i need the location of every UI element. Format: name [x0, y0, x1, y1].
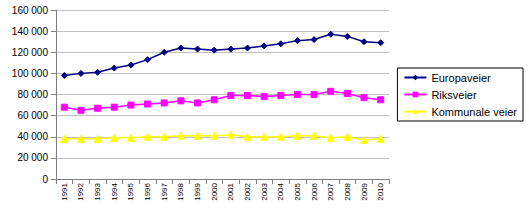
- svg-text:1994: 1994: [110, 182, 119, 200]
- svg-text:2009: 2009: [360, 182, 369, 200]
- svg-text:Riksveier: Riksveier: [431, 89, 477, 101]
- svg-text:2001: 2001: [226, 182, 235, 200]
- svg-text:1992: 1992: [76, 182, 85, 200]
- svg-text:1995: 1995: [126, 182, 135, 200]
- svg-text:80 000: 80 000: [17, 89, 48, 100]
- svg-text:60 000: 60 000: [17, 110, 48, 121]
- svg-text:140 000: 140 000: [12, 26, 49, 37]
- svg-text:2006: 2006: [310, 182, 319, 200]
- svg-text:1993: 1993: [93, 182, 102, 200]
- svg-text:2004: 2004: [276, 182, 285, 200]
- svg-text:Europaveier: Europaveier: [431, 72, 491, 84]
- svg-text:2007: 2007: [326, 182, 335, 200]
- svg-text:120 000: 120 000: [12, 47, 49, 58]
- svg-text:2000: 2000: [210, 182, 219, 200]
- svg-text:1997: 1997: [160, 182, 169, 200]
- svg-text:2005: 2005: [293, 182, 302, 200]
- svg-text:2002: 2002: [243, 182, 252, 200]
- svg-text:1996: 1996: [143, 182, 152, 200]
- svg-text:1998: 1998: [176, 182, 185, 200]
- svg-text:1991: 1991: [60, 182, 69, 200]
- svg-text:0: 0: [42, 174, 48, 185]
- svg-text:2008: 2008: [343, 182, 352, 200]
- svg-text:20 000: 20 000: [17, 152, 48, 163]
- svg-text:40 000: 40 000: [17, 131, 48, 142]
- svg-text:100 000: 100 000: [12, 68, 49, 79]
- svg-text:Kommunale veier: Kommunale veier: [431, 106, 517, 118]
- svg-text:160 000: 160 000: [12, 5, 49, 16]
- svg-text:2003: 2003: [260, 182, 269, 200]
- svg-text:2010: 2010: [376, 182, 385, 200]
- svg-text:1999: 1999: [193, 182, 202, 200]
